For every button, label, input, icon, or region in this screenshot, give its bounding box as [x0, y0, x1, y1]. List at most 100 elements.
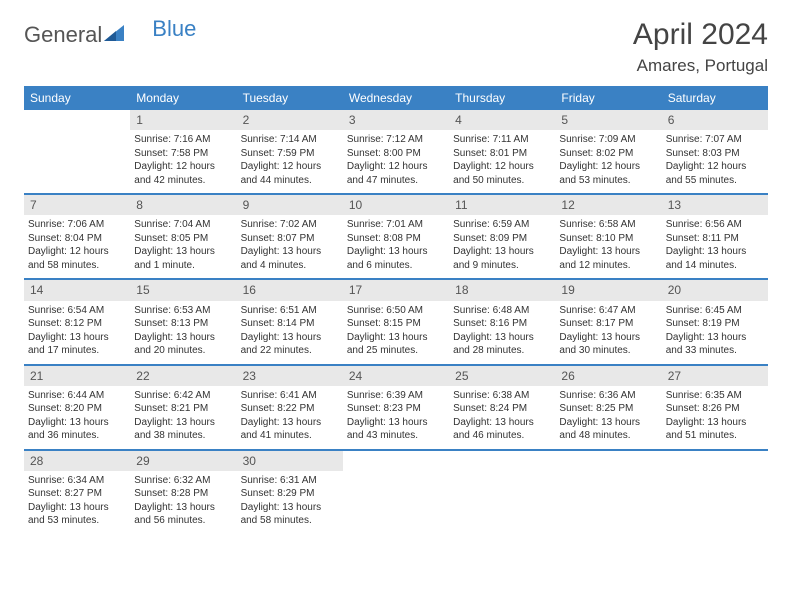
daylight-text: Daylight: 13 hours and 17 minutes. — [28, 331, 126, 358]
day-cell: 6Sunrise: 7:07 AMSunset: 8:03 PMDaylight… — [662, 110, 768, 193]
sunrise-text: Sunrise: 6:53 AM — [134, 304, 232, 318]
daylight-text: Daylight: 13 hours and 20 minutes. — [134, 331, 232, 358]
day-number: 3 — [343, 110, 449, 130]
day-number: 29 — [130, 451, 236, 471]
day-number: 23 — [237, 366, 343, 386]
sunrise-text: Sunrise: 6:42 AM — [134, 389, 232, 403]
sunrise-text: Sunrise: 7:02 AM — [241, 218, 339, 232]
sunrise-text: Sunrise: 6:36 AM — [559, 389, 657, 403]
sunset-text: Sunset: 8:09 PM — [453, 232, 551, 246]
logo-text-general: General — [24, 22, 102, 48]
day-cell: 24Sunrise: 6:39 AMSunset: 8:23 PMDayligh… — [343, 366, 449, 449]
sunrise-text: Sunrise: 6:45 AM — [666, 304, 764, 318]
sunset-text: Sunset: 8:14 PM — [241, 317, 339, 331]
sunrise-text: Sunrise: 6:56 AM — [666, 218, 764, 232]
day-cell: 18Sunrise: 6:48 AMSunset: 8:16 PMDayligh… — [449, 280, 555, 363]
daylight-text: Daylight: 12 hours and 44 minutes. — [241, 160, 339, 187]
daylight-text: Daylight: 12 hours and 58 minutes. — [28, 245, 126, 272]
daylight-text: Daylight: 13 hours and 48 minutes. — [559, 416, 657, 443]
daylight-text: Daylight: 13 hours and 1 minute. — [134, 245, 232, 272]
logo-triangle-icon — [104, 25, 124, 46]
day-cell: 8Sunrise: 7:04 AMSunset: 8:05 PMDaylight… — [130, 195, 236, 278]
sunset-text: Sunset: 8:21 PM — [134, 402, 232, 416]
sunset-text: Sunset: 8:01 PM — [453, 147, 551, 161]
sunset-text: Sunset: 8:10 PM — [559, 232, 657, 246]
day-cell: 9Sunrise: 7:02 AMSunset: 8:07 PMDaylight… — [237, 195, 343, 278]
day-number: 12 — [555, 195, 661, 215]
sunset-text: Sunset: 8:26 PM — [666, 402, 764, 416]
day-number: 10 — [343, 195, 449, 215]
day-cell: 1Sunrise: 7:16 AMSunset: 7:58 PMDaylight… — [130, 110, 236, 193]
day-number: 26 — [555, 366, 661, 386]
sunrise-text: Sunrise: 7:11 AM — [453, 133, 551, 147]
day-number: 7 — [24, 195, 130, 215]
sunrise-text: Sunrise: 7:16 AM — [134, 133, 232, 147]
daylight-text: Daylight: 13 hours and 14 minutes. — [666, 245, 764, 272]
sunrise-text: Sunrise: 7:14 AM — [241, 133, 339, 147]
week-row: 1Sunrise: 7:16 AMSunset: 7:58 PMDaylight… — [24, 110, 768, 195]
day-number: 21 — [24, 366, 130, 386]
day-number: 13 — [662, 195, 768, 215]
calendar-header-row: Sunday Monday Tuesday Wednesday Thursday… — [24, 86, 768, 110]
sunset-text: Sunset: 8:19 PM — [666, 317, 764, 331]
calendar-body: 1Sunrise: 7:16 AMSunset: 7:58 PMDaylight… — [24, 110, 768, 534]
daylight-text: Daylight: 12 hours and 42 minutes. — [134, 160, 232, 187]
day-cell: 17Sunrise: 6:50 AMSunset: 8:15 PMDayligh… — [343, 280, 449, 363]
day-number: 18 — [449, 280, 555, 300]
day-cell — [555, 451, 661, 534]
daylight-text: Daylight: 13 hours and 25 minutes. — [347, 331, 445, 358]
sunrise-text: Sunrise: 7:12 AM — [347, 133, 445, 147]
week-row: 21 Sunrise: 6:44 AMSunset: 8:20 PM Dayligh… — [24, 366, 768, 451]
sunset-text: Sunset: 8:25 PM — [559, 402, 657, 416]
day-cell: 15Sunrise: 6:53 AMSunset: 8:13 PMDayligh… — [130, 280, 236, 363]
week-row: 28Sunrise: 6:34 AMSunset: 8:27 PMDayligh… — [24, 451, 768, 534]
sunrise-text: Sunrise: 7:01 AM — [347, 218, 445, 232]
day-header-sun: Sunday — [24, 86, 130, 110]
sunrise-text: Sunrise: 6:41 AM — [241, 389, 339, 403]
day-cell: 20Sunrise: 6:45 AMSunset: 8:19 PMDayligh… — [662, 280, 768, 363]
day-cell — [343, 451, 449, 534]
page-header: General Blue April 2024 Amares, Portugal — [24, 18, 768, 76]
sunrise-text: Sunrise: 7:06 AM — [28, 218, 126, 232]
daylight-text: Daylight: 13 hours and 38 minutes. — [134, 416, 232, 443]
day-number: 1 — [130, 110, 236, 130]
sunset-text: Sunset: 8:15 PM — [347, 317, 445, 331]
day-number: 4 — [449, 110, 555, 130]
daylight-text: Daylight: 13 hours and 53 minutes. — [28, 501, 126, 528]
sunrise-text: Sunrise: 6:51 AM — [241, 304, 339, 318]
sunrise-text: Sunrise: 6:44 AM — [28, 389, 126, 403]
day-cell: 21Sunrise: 6:44 AMSunset: 8:20 PMDayligh… — [24, 366, 130, 449]
daylight-text: Daylight: 13 hours and 56 minutes. — [134, 501, 232, 528]
day-cell: 16Sunrise: 6:51 AMSunset: 8:14 PMDayligh… — [237, 280, 343, 363]
day-cell: 10Sunrise: 7:01 AMSunset: 8:08 PMDayligh… — [343, 195, 449, 278]
sunset-text: Sunset: 8:08 PM — [347, 232, 445, 246]
day-number: 9 — [237, 195, 343, 215]
sunrise-text: Sunrise: 6:50 AM — [347, 304, 445, 318]
daylight-text: Daylight: 13 hours and 28 minutes. — [453, 331, 551, 358]
sunrise-text: Sunrise: 7:04 AM — [134, 218, 232, 232]
sunrise-text: Sunrise: 7:09 AM — [559, 133, 657, 147]
day-number: 30 — [237, 451, 343, 471]
day-header-tue: Tuesday — [237, 86, 343, 110]
day-cell: 11Sunrise: 6:59 AMSunset: 8:09 PMDayligh… — [449, 195, 555, 278]
logo-text-blue: Blue — [152, 16, 196, 42]
week-row: 7Sunrise: 7:06 AMSunset: 8:04 PMDaylight… — [24, 195, 768, 280]
daylight-text: Daylight: 13 hours and 41 minutes. — [241, 416, 339, 443]
sunrise-text: Sunrise: 6:39 AM — [347, 389, 445, 403]
sunset-text: Sunset: 8:23 PM — [347, 402, 445, 416]
daylight-text: Daylight: 13 hours and 22 minutes. — [241, 331, 339, 358]
sunrise-text: Sunrise: 6:34 AM — [28, 474, 126, 488]
sunset-text: Sunset: 8:20 PM — [28, 402, 126, 416]
day-cell: 27Sunrise: 6:35 AMSunset: 8:26 PMDayligh… — [662, 366, 768, 449]
day-number: 27 — [662, 366, 768, 386]
day-cell — [662, 451, 768, 534]
sunrise-text: Sunrise: 6:31 AM — [241, 474, 339, 488]
sunset-text: Sunset: 8:03 PM — [666, 147, 764, 161]
day-cell — [24, 110, 130, 193]
day-cell: 25Sunrise: 6:38 AMSunset: 8:24 PMDayligh… — [449, 366, 555, 449]
location-label: Amares, Portugal — [633, 56, 768, 76]
day-cell: 22Sunrise: 6:42 AMSunset: 8:21 PMDayligh… — [130, 366, 236, 449]
day-number: 11 — [449, 195, 555, 215]
sunset-text: Sunset: 8:11 PM — [666, 232, 764, 246]
sunset-text: Sunset: 8:07 PM — [241, 232, 339, 246]
